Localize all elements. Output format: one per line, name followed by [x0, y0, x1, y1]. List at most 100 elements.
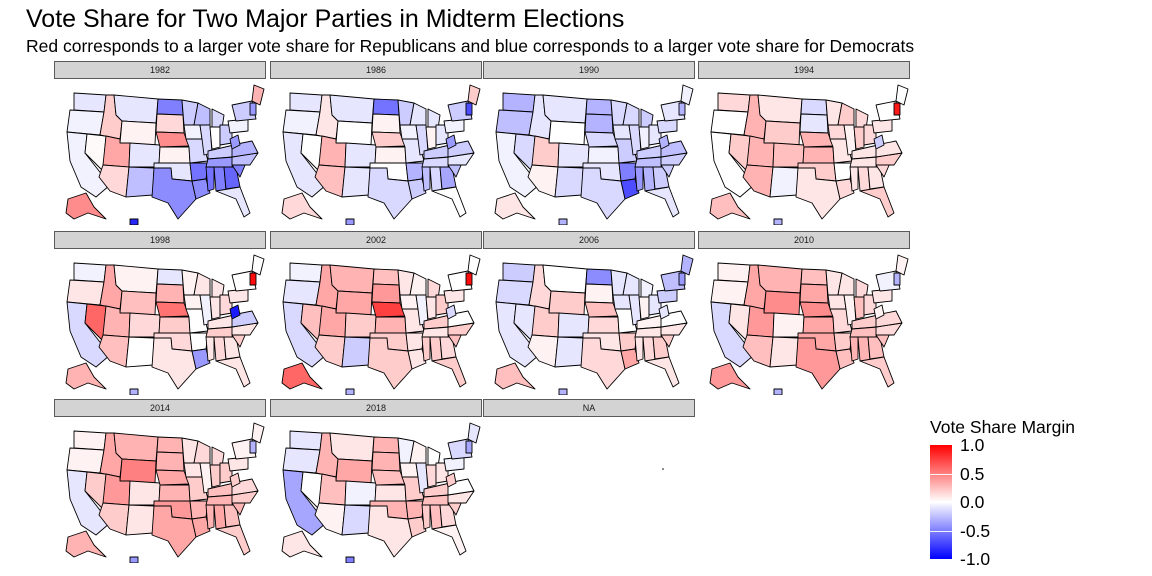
- facet-panel-2002: 2002: [270, 231, 482, 395]
- legend-tick-mark: [930, 473, 952, 475]
- state-wy: [119, 120, 157, 146]
- state-sd: [371, 113, 401, 134]
- state-nd: [372, 268, 400, 286]
- state-ak: [65, 192, 107, 220]
- state-ne-new: [465, 102, 473, 116]
- legend: Vote Share Margin 1.0 0.5 0.0 -0.5 -1.0: [930, 417, 1130, 568]
- state-sd: [155, 283, 185, 304]
- state-ak: [709, 192, 751, 220]
- state-me: [467, 422, 481, 444]
- state-ks: [587, 146, 620, 164]
- state-in: [209, 126, 221, 150]
- state-or: [66, 279, 105, 306]
- state-wy: [119, 458, 157, 484]
- state-sd: [584, 283, 614, 304]
- state-wa: [73, 262, 107, 283]
- state-mt: [757, 94, 803, 124]
- state-ar: [405, 162, 425, 182]
- state-fl: [215, 186, 251, 218]
- state-wy: [335, 458, 373, 484]
- state-az: [98, 164, 130, 198]
- state-ak: [281, 530, 323, 558]
- state-ne: [371, 301, 406, 318]
- state-ne: [371, 469, 406, 486]
- state-fl: [215, 356, 251, 388]
- state-sd: [584, 113, 614, 134]
- state-fl: [431, 186, 467, 218]
- state-me: [251, 254, 265, 276]
- state-hi: [129, 388, 139, 395]
- state-sd: [799, 283, 829, 304]
- state-ar: [405, 332, 425, 352]
- state-ks: [374, 316, 407, 334]
- state-mt: [329, 264, 375, 294]
- state-wv: [229, 134, 241, 150]
- state-ks: [158, 316, 191, 334]
- state-ar: [833, 332, 853, 352]
- state-la: [191, 348, 211, 370]
- state-az: [527, 164, 559, 198]
- state-la: [620, 178, 640, 200]
- state-fl: [644, 186, 680, 218]
- state-ak: [281, 362, 323, 390]
- state-ia: [399, 462, 419, 478]
- state-ks: [374, 484, 407, 502]
- state-nm: [341, 166, 371, 198]
- state-tn: [634, 156, 664, 168]
- state-hi: [345, 556, 355, 563]
- state-la: [835, 178, 855, 200]
- state-fl: [644, 356, 680, 388]
- state-ne: [799, 131, 834, 148]
- state-wy: [548, 290, 586, 316]
- state-wv: [445, 134, 457, 150]
- state-ms: [205, 504, 215, 530]
- state-ar: [189, 162, 209, 182]
- state-nm: [554, 166, 584, 198]
- facet-map: [65, 254, 265, 395]
- facet-map: [662, 468, 664, 470]
- state-ne-new: [249, 102, 257, 116]
- state-tn: [421, 156, 451, 168]
- facet-strip-label: 2010: [698, 231, 910, 249]
- state-la: [407, 516, 427, 538]
- state-hi: [345, 218, 355, 225]
- facet-panel-1982: 1982: [54, 61, 266, 225]
- facet-panel-2006: 2006: [483, 231, 695, 395]
- legend-tick-mark: [930, 502, 952, 503]
- state-in: [638, 126, 650, 150]
- facet-map: [494, 254, 694, 395]
- state-ia: [183, 294, 203, 310]
- state-ar: [189, 500, 209, 520]
- state-ia: [399, 294, 419, 310]
- state-sd: [799, 113, 829, 134]
- state-tn: [205, 326, 235, 338]
- state-fl: [431, 524, 467, 556]
- state-ms: [421, 504, 431, 530]
- state-nm: [341, 336, 371, 368]
- state-ms: [421, 336, 431, 362]
- facet-map: [709, 84, 909, 225]
- state-la: [407, 178, 427, 200]
- state-in: [853, 126, 865, 150]
- chart-subtitle: Red corresponds to a larger vote share f…: [26, 36, 915, 56]
- chart-title: Vote Share for Two Major Parties in Midt…: [26, 5, 625, 33]
- state-in: [425, 464, 437, 488]
- state-ia: [183, 462, 203, 478]
- state-hi: [558, 218, 568, 225]
- state-in: [853, 296, 865, 320]
- state-in: [209, 464, 221, 488]
- state-ms: [205, 166, 215, 192]
- facet-panel-2014: 2014: [54, 399, 266, 563]
- state-ne-new: [893, 272, 901, 286]
- facet-strip-label: 1998: [54, 231, 266, 249]
- state-wa: [502, 92, 536, 113]
- facet-strip-label: 1990: [483, 61, 695, 79]
- state-wy: [763, 120, 801, 146]
- state-la: [620, 348, 640, 370]
- state-ar: [618, 332, 638, 352]
- facet-strip-label: NA: [483, 399, 695, 417]
- facet-map: [494, 84, 694, 225]
- state-wa: [289, 262, 323, 283]
- legend-tick-label: -0.5: [960, 520, 991, 541]
- state-or: [282, 109, 321, 136]
